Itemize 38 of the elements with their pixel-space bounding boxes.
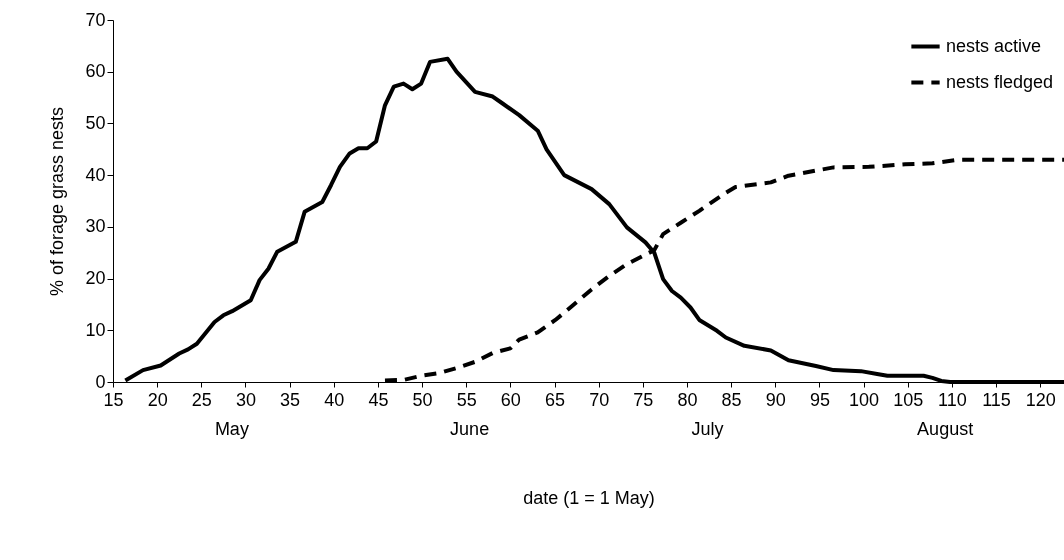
y-tick-label: 10 (85, 319, 106, 340)
x-tick-label: 60 (500, 389, 521, 410)
x-tick-label: 110 (938, 389, 967, 410)
x-tick-label: 75 (633, 389, 654, 410)
x-tick-label: 30 (235, 389, 256, 410)
y-tick-label: 70 (85, 9, 106, 30)
y-axis-title: % of forage grass nests (47, 106, 68, 297)
y-tick-label: 40 (85, 164, 106, 185)
x-tick-label: 90 (765, 389, 786, 410)
x-tick-label: 120 (1025, 389, 1056, 410)
text: August (917, 419, 974, 439)
legend-label: nests active (946, 35, 1042, 56)
x-tick-label: 100 (849, 389, 880, 410)
x-tick-label: 15 (103, 389, 124, 410)
y-tick-label: 20 (85, 268, 106, 289)
x-tick-label: 35 (280, 389, 301, 410)
x-tick-label: 115 (982, 389, 1011, 410)
x-tick-label: 55 (456, 389, 477, 410)
x-tick-label: 45 (368, 389, 389, 410)
y-tick-label: 30 (85, 216, 106, 237)
text: May (214, 419, 249, 439)
legend-label: nests fledged (946, 71, 1054, 92)
y-tick-label: 60 (85, 61, 106, 82)
x-tick-label: 80 (677, 389, 698, 410)
y-tick-label: 0 (95, 371, 106, 392)
x-tick-label: 70 (589, 389, 610, 410)
x-tick-label: 50 (412, 389, 433, 410)
text: June (450, 419, 490, 439)
x-axis-title: date (1 = 1 May) (523, 487, 655, 508)
x-tick-label: 40 (324, 389, 345, 410)
x-tick-label: 85 (721, 389, 742, 410)
x-tick-label: 25 (191, 389, 212, 410)
x-tick-label: 20 (147, 389, 168, 410)
x-tick-label: 95 (809, 389, 830, 410)
x-tick-label: 65 (544, 389, 566, 410)
y-tick-label: 50 (85, 112, 106, 133)
text: July (691, 419, 724, 439)
x-tick-label: 105 (893, 389, 924, 410)
